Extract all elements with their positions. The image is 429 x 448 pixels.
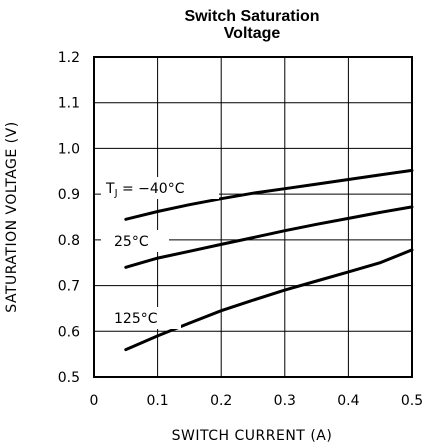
plot-frame bbox=[93, 56, 413, 378]
series-label-25c: 25°C bbox=[101, 230, 169, 252]
x-tick-label: 0.2 bbox=[210, 393, 232, 409]
y-tick-label: 0.6 bbox=[58, 324, 80, 340]
x-tick-label: 0.4 bbox=[337, 393, 359, 409]
y-tick-label: 0.7 bbox=[58, 279, 80, 295]
y-tick-label: 0.9 bbox=[58, 187, 80, 203]
y-tick-label: 1.2 bbox=[58, 50, 80, 66]
x-tick-label: 0.3 bbox=[274, 393, 296, 409]
curve-layer bbox=[124, 168, 414, 352]
chart-title-line1: Switch Saturation bbox=[184, 8, 319, 25]
x-tick-labels: 0 0.1 0.2 0.3 0.4 0.5 bbox=[90, 393, 424, 409]
series-label-minus40-prefix: T bbox=[105, 181, 115, 197]
series-label-minus40-main: = −40°C bbox=[118, 181, 185, 197]
series-label-125c-text: 125°C bbox=[114, 311, 158, 327]
series-line-1 bbox=[124, 205, 414, 269]
series-label-125c: 125°C bbox=[101, 307, 181, 329]
series-label-25c-text: 25°C bbox=[114, 234, 149, 250]
x-tick-label: 0 bbox=[90, 393, 99, 409]
y-tick-label: 1.0 bbox=[58, 141, 80, 157]
x-tick-label: 0.1 bbox=[146, 393, 168, 409]
svg-text:TJ = −40°C: TJ = −40°C bbox=[105, 181, 185, 199]
x-tick-label: 0.5 bbox=[401, 393, 423, 409]
y-axis-label: SATURATION VOLTAGE (V) bbox=[4, 121, 20, 312]
y-tick-label: 1.1 bbox=[58, 96, 80, 112]
series-label-minus40-sub: J bbox=[114, 188, 118, 199]
chart-title-line2: Voltage bbox=[224, 25, 281, 42]
series-line-0 bbox=[124, 168, 414, 221]
y-tick-label: 0.8 bbox=[58, 233, 80, 249]
y-tick-label: 0.5 bbox=[58, 370, 80, 386]
x-axis-label: SWITCH CURRENT (A) bbox=[172, 428, 333, 444]
series-label-minus40: TJ = −40°C bbox=[101, 177, 219, 199]
y-tick-labels: 0.5 0.6 0.7 0.8 0.9 1.0 1.1 1.2 bbox=[58, 50, 80, 386]
series-line-2 bbox=[124, 248, 414, 352]
